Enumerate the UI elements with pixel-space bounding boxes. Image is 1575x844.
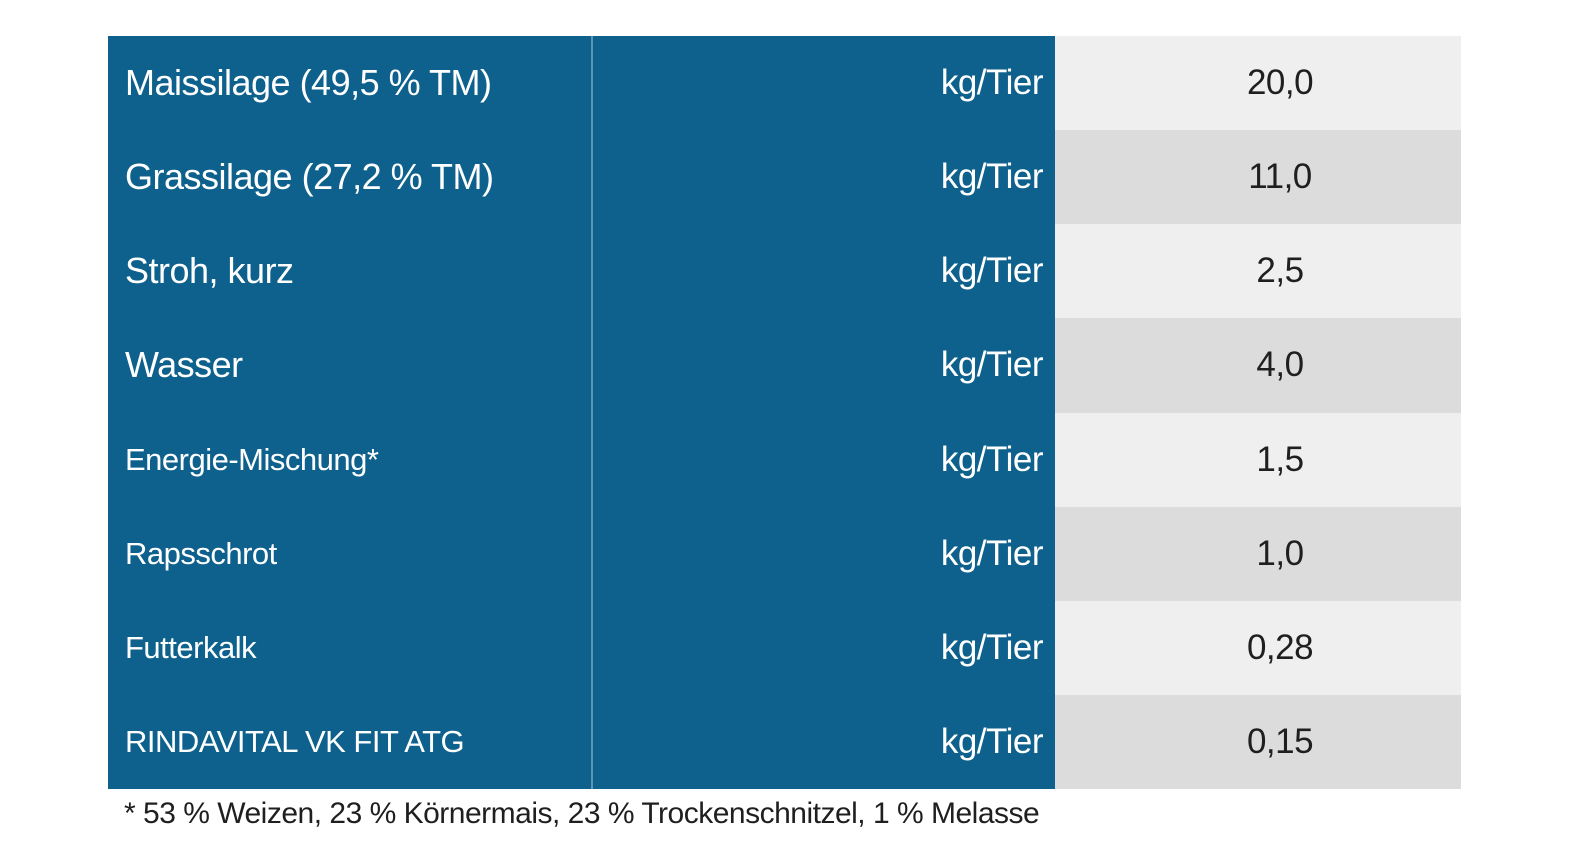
value-cell: 4,0 bbox=[1055, 318, 1461, 413]
value-cell: 2,5 bbox=[1055, 224, 1461, 319]
table-row: Maissilage (49,5 % TM) kg/Tier 20,0 bbox=[108, 36, 1461, 131]
feed-name-cell: RINDAVITAL VK FIT ATG bbox=[108, 694, 591, 789]
value-cell: 1,5 bbox=[1055, 412, 1461, 507]
unit-cell: kg/Tier bbox=[593, 318, 1055, 413]
column-divider bbox=[591, 36, 593, 131]
feed-name-cell: Wasser bbox=[108, 318, 591, 413]
value-cell: 11,0 bbox=[1055, 130, 1461, 225]
unit-cell: kg/Tier bbox=[593, 130, 1055, 225]
column-divider bbox=[591, 224, 593, 319]
unit-cell: kg/Tier bbox=[593, 412, 1055, 507]
feed-name-cell: Grassilage (27,2 % TM) bbox=[108, 130, 591, 225]
feed-name-cell: Futterkalk bbox=[108, 600, 591, 695]
table-row: Energie-Mischung* kg/Tier 1,5 bbox=[108, 412, 1461, 507]
value-cell: 0,15 bbox=[1055, 694, 1461, 789]
unit-cell: kg/Tier bbox=[593, 506, 1055, 601]
column-divider bbox=[591, 506, 593, 601]
table-row: RINDAVITAL VK FIT ATG kg/Tier 0,15 bbox=[108, 694, 1461, 790]
value-cell: 0,28 bbox=[1055, 600, 1461, 695]
table-row: Rapsschrot kg/Tier 1,0 bbox=[108, 506, 1461, 601]
energy-mix-footnote: * 53 % Weizen, 23 % Körnermais, 23 % Tro… bbox=[124, 797, 1040, 830]
feed-name-cell: Stroh, kurz bbox=[108, 224, 591, 319]
table-row: Futterkalk kg/Tier 0,28 bbox=[108, 600, 1461, 696]
table-row: Stroh, kurz kg/Tier 2,5 bbox=[108, 224, 1461, 319]
column-divider bbox=[591, 130, 593, 225]
table-row: Wasser kg/Tier 4,0 bbox=[108, 318, 1461, 413]
unit-cell: kg/Tier bbox=[593, 694, 1055, 789]
feed-name-cell: Rapsschrot bbox=[108, 506, 591, 601]
column-divider bbox=[591, 694, 593, 790]
table-row: Grassilage (27,2 % TM) kg/Tier 11,0 bbox=[108, 130, 1461, 225]
unit-cell: kg/Tier bbox=[593, 224, 1055, 319]
value-cell: 1,0 bbox=[1055, 506, 1461, 601]
feed-name-cell: Maissilage (49,5 % TM) bbox=[108, 36, 591, 131]
feed-name-cell: Energie-Mischung* bbox=[108, 412, 591, 507]
feed-ration-table: Maissilage (49,5 % TM) kg/Tier 20,0 Gras… bbox=[108, 36, 1461, 790]
value-cell: 20,0 bbox=[1055, 36, 1461, 131]
unit-cell: kg/Tier bbox=[593, 600, 1055, 695]
column-divider bbox=[591, 412, 593, 507]
column-divider bbox=[591, 318, 593, 413]
unit-cell: kg/Tier bbox=[593, 36, 1055, 131]
column-divider bbox=[591, 600, 593, 696]
